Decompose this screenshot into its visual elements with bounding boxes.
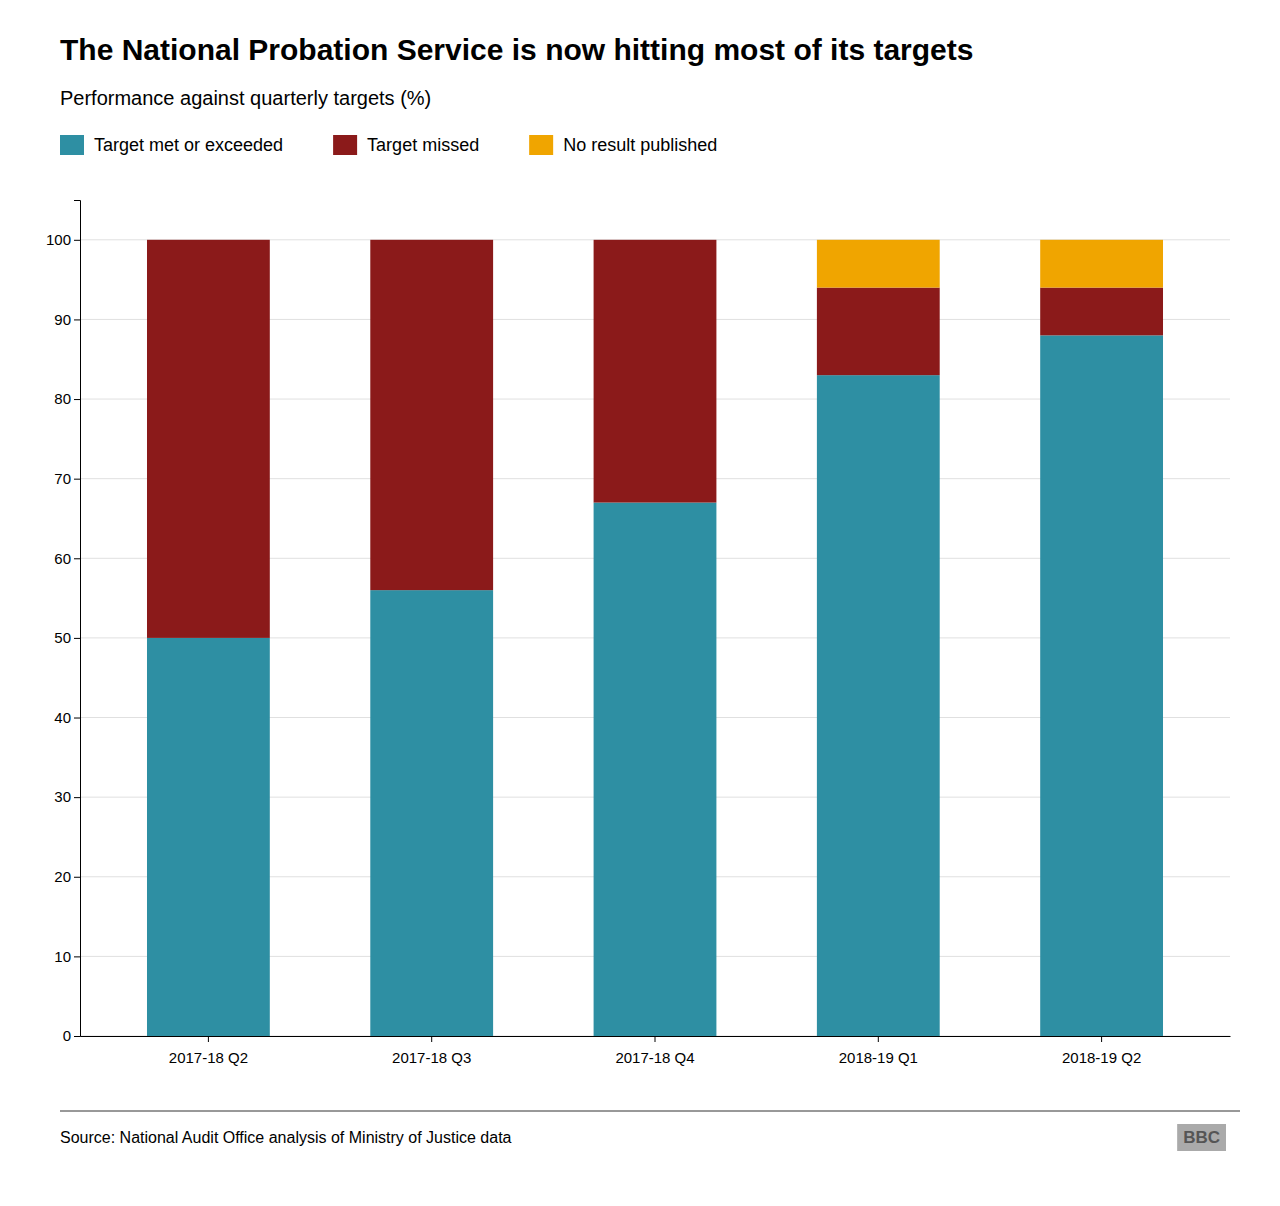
bar — [594, 240, 717, 503]
bar — [817, 375, 940, 1036]
tick-label: 40 — [54, 709, 71, 726]
x-tick: 2017-18 Q3 — [392, 1036, 471, 1066]
x-tick: 2018-19 Q1 — [839, 1036, 918, 1066]
bar — [817, 288, 940, 376]
bar — [817, 240, 940, 288]
tick-label: 2018-19 Q2 — [1062, 1049, 1141, 1066]
tick-label: 2017-18 Q2 — [169, 1049, 248, 1066]
separator — [60, 1111, 1240, 1112]
y-tick: 40 — [54, 709, 80, 726]
y-tick: 90 — [54, 311, 80, 328]
subtitle: Performance against quarterly targets (%… — [60, 87, 431, 109]
tick-mark — [74, 718, 80, 719]
bar — [147, 239, 270, 240]
bar — [594, 239, 717, 240]
bar — [1040, 288, 1163, 336]
bar — [147, 638, 270, 1036]
chart-svg: The National Probation Service is now hi… — [0, 0, 1280, 1206]
y-tick: 100 — [46, 231, 80, 248]
y-tick: 60 — [54, 550, 80, 567]
tick-label: 50 — [54, 629, 71, 646]
bar — [370, 590, 493, 1036]
tick-label: 10 — [54, 948, 71, 965]
tick-mark — [655, 1036, 656, 1042]
logo-box — [1177, 1124, 1226, 1151]
tick-mark — [74, 638, 80, 639]
tick-mark — [74, 877, 80, 878]
y-tick: 0 — [63, 1027, 80, 1044]
tick-mark — [208, 1036, 209, 1042]
grid — [80, 240, 1230, 1036]
tick-label: 2017-18 Q4 — [615, 1049, 694, 1066]
plot-area: 01020304050607080901002017-18 Q22017-18 … — [46, 201, 1231, 1067]
bar — [1040, 335, 1163, 1036]
bar-series — [817, 240, 1163, 288]
tick-mark — [1101, 1036, 1102, 1042]
bars — [147, 240, 1163, 1036]
logo-text: BBC — [1183, 1128, 1220, 1147]
tick-mark — [74, 399, 80, 400]
tick-mark — [74, 479, 80, 480]
tick-mark — [74, 1036, 80, 1037]
y-tick: 10 — [54, 948, 80, 965]
tick-mark — [431, 1036, 432, 1042]
bar — [370, 240, 493, 590]
bar — [1040, 240, 1163, 288]
logo: BBC — [1177, 1124, 1226, 1151]
tick-mark — [74, 319, 80, 320]
tick-mark — [74, 797, 80, 798]
tick-mark — [878, 1036, 879, 1042]
tick-mark — [74, 558, 80, 559]
y-tick: 30 — [54, 788, 80, 805]
tick-label: 0 — [63, 1027, 71, 1044]
y-tick: 50 — [54, 629, 80, 646]
tick-mark — [74, 956, 80, 957]
tick-label: 30 — [54, 788, 71, 805]
y-tick: 20 — [54, 868, 80, 885]
legend-swatch — [333, 135, 357, 155]
tick-mark — [74, 240, 80, 241]
x-tick: 2017-18 Q4 — [615, 1036, 694, 1066]
bar — [370, 239, 493, 240]
y-axis: 0 10 20 30 40 50 60 70 80 90 100 — [46, 201, 81, 1045]
legend-swatch — [529, 135, 553, 155]
legend-label: Target missed — [367, 135, 479, 155]
tick-label: 70 — [54, 470, 71, 487]
title: The National Probation Service is now hi… — [60, 33, 973, 66]
tick-label: 100 — [46, 231, 71, 248]
legend-label: No result published — [563, 135, 717, 155]
x-tick: 2017-18 Q2 — [169, 1036, 248, 1066]
legend-item: Target missed — [333, 135, 479, 155]
y-tick: 70 — [54, 470, 80, 487]
axis-domain — [74, 201, 81, 1037]
x-tick: 2018-19 Q2 — [1062, 1036, 1141, 1066]
legend-swatch — [60, 135, 84, 155]
tick-label: 60 — [54, 550, 71, 567]
chart-container: The National Probation Service is now hi… — [0, 0, 1280, 1206]
tick-label: 2018-19 Q1 — [839, 1049, 918, 1066]
tick-label: 2017-18 Q3 — [392, 1049, 471, 1066]
legend-label: Target met or exceeded — [94, 135, 283, 155]
y-tick: 80 — [54, 390, 80, 407]
legend: Target met or exceeded Target missed No re… — [60, 135, 717, 155]
tick-label: 90 — [54, 311, 71, 328]
legend-item: No result published — [529, 135, 717, 155]
bar-series — [147, 240, 1163, 638]
tick-label: 20 — [54, 868, 71, 885]
x-axis: 2017-18 Q2 2017-18 Q3 2017-18 Q4 2018-19 Q1… — [81, 1036, 1231, 1066]
source: Source: National Audit Office analysis o… — [60, 1129, 512, 1146]
tick-label: 80 — [54, 390, 71, 407]
bar — [147, 240, 270, 638]
legend-item: Target met or exceeded — [60, 135, 283, 155]
bar — [594, 503, 717, 1036]
